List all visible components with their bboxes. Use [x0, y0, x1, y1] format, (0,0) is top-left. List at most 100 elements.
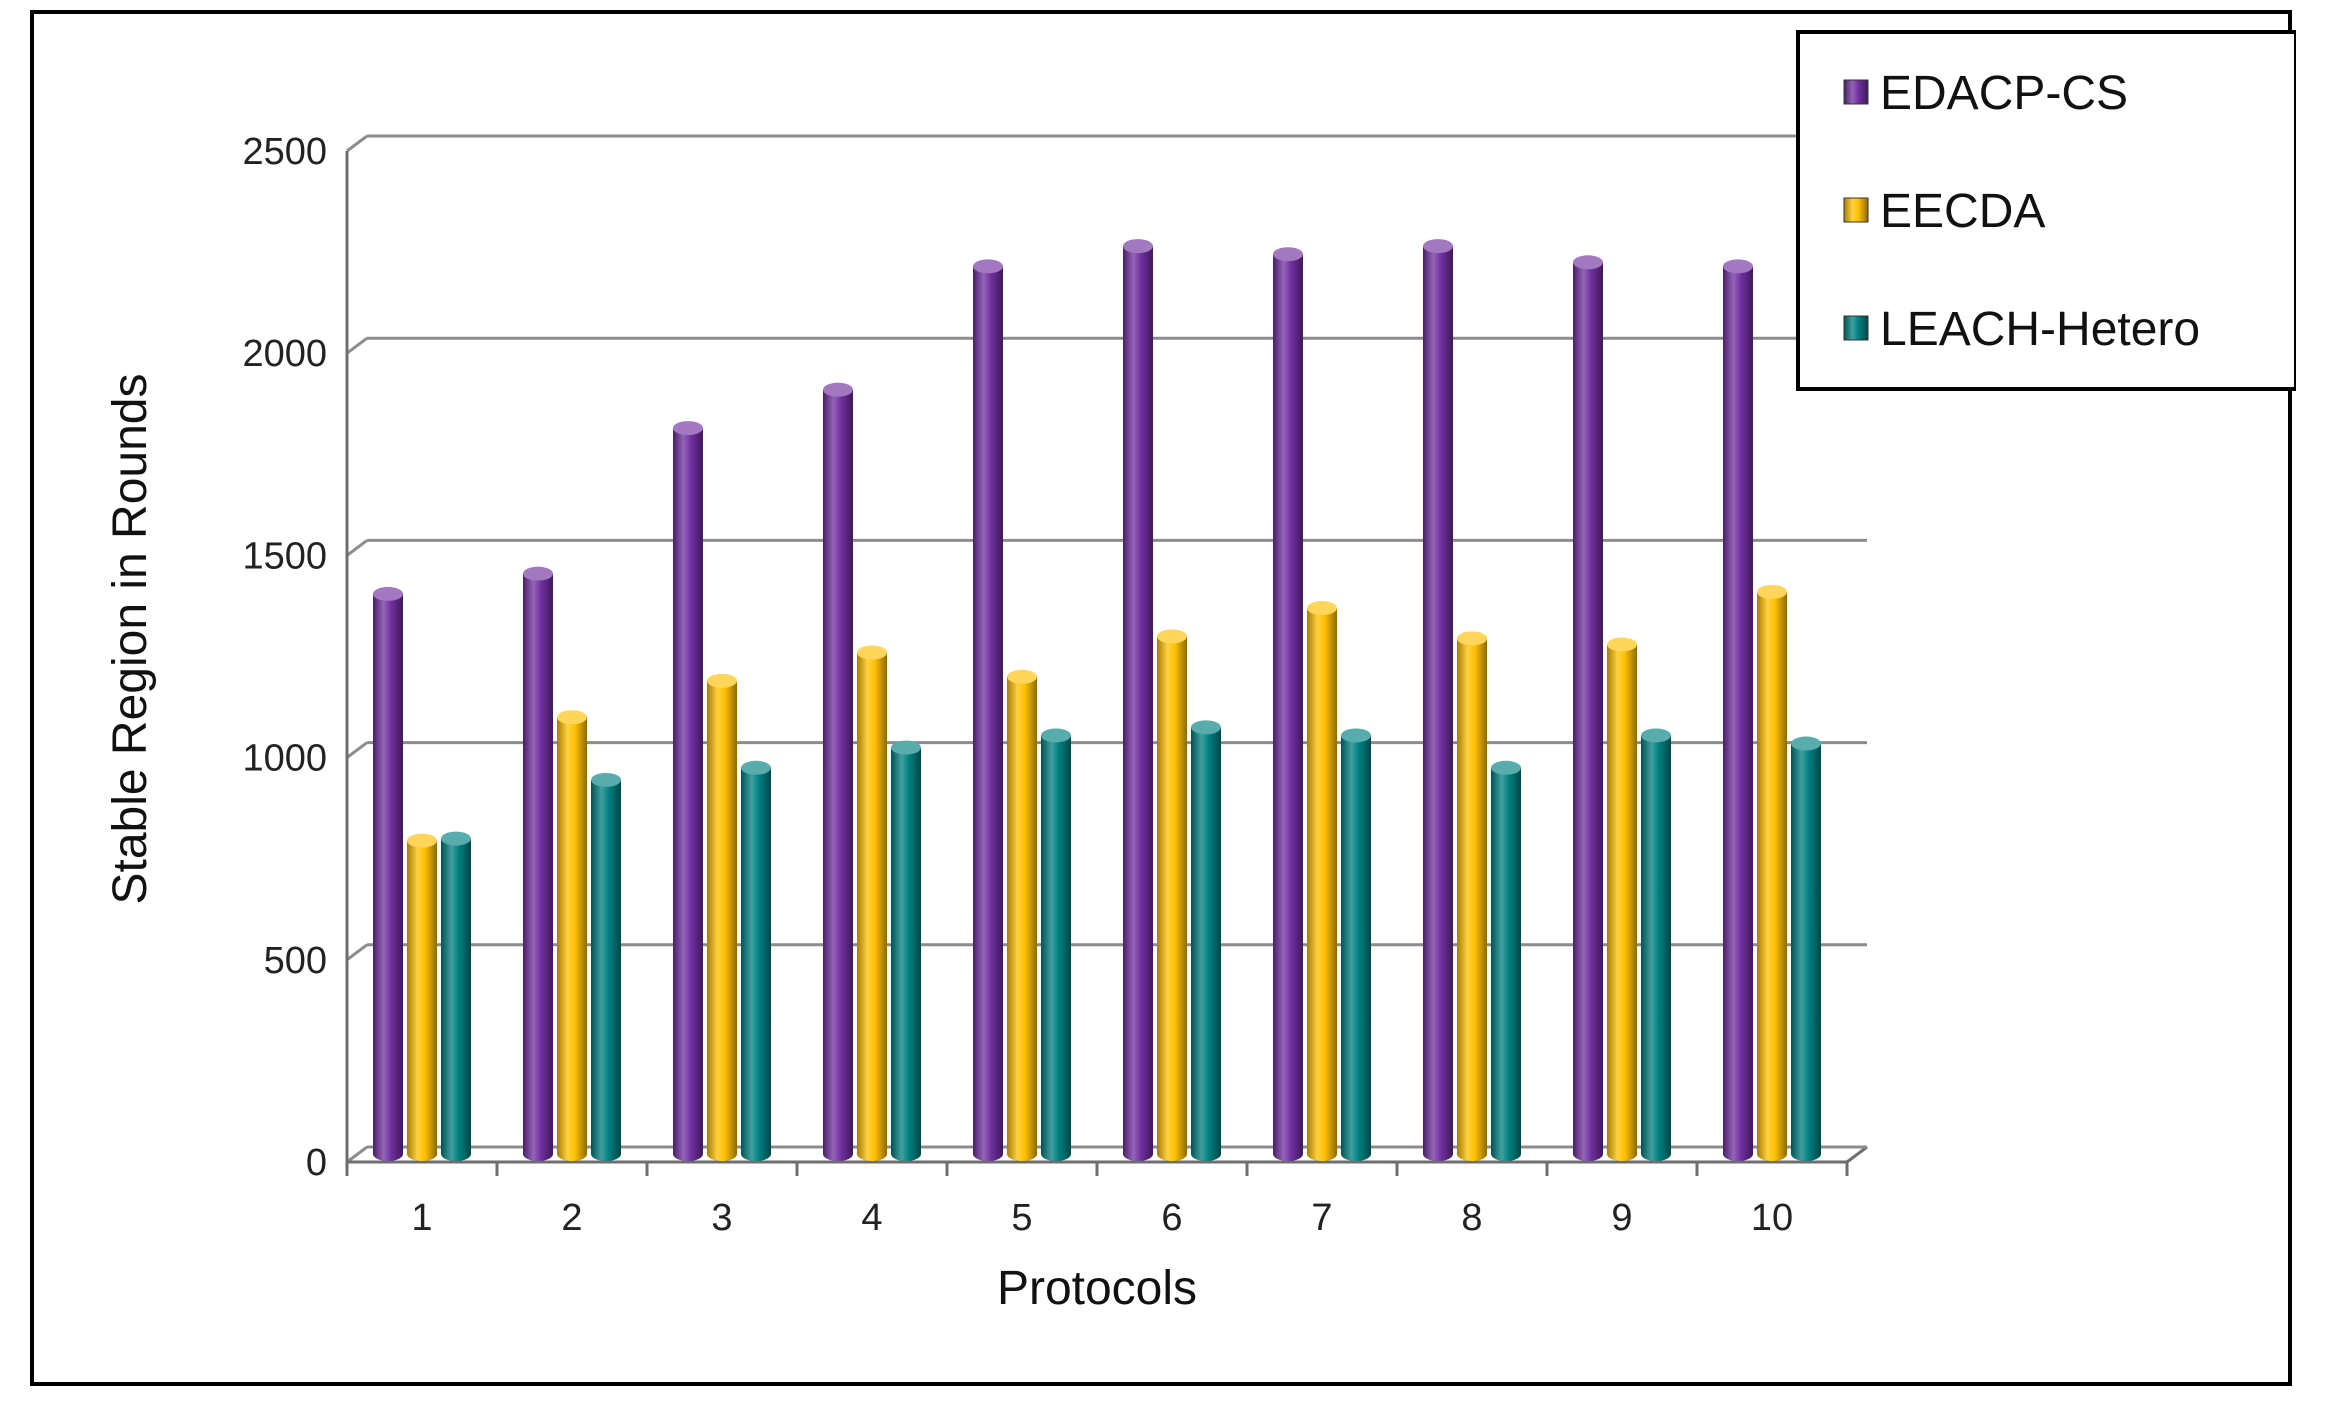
x-tick-label: 5	[1011, 1197, 1032, 1239]
bar-body	[1191, 727, 1221, 1154]
bar-body	[1607, 644, 1637, 1154]
bar-base	[441, 1147, 471, 1161]
bar-top	[591, 772, 621, 787]
bar-body	[1757, 591, 1787, 1154]
y-tick-label: 500	[264, 940, 327, 982]
bar-top	[1273, 247, 1303, 262]
gridline-side	[346, 1145, 368, 1164]
bar-top	[523, 566, 553, 581]
bar-top	[1641, 728, 1671, 743]
bar-base	[373, 1147, 403, 1161]
bar-body	[441, 838, 471, 1154]
x-tick-label: 8	[1461, 1197, 1482, 1239]
bar-EECDA-10	[1757, 584, 1787, 1161]
bar-top	[407, 833, 437, 848]
bar-body	[673, 428, 703, 1154]
y-tick-label: 2000	[242, 333, 327, 375]
bar-EDACP-CS-4	[823, 382, 853, 1161]
bar-LEACH-Hetero-3	[741, 760, 771, 1161]
bar-EDACP-CS-8	[1423, 239, 1453, 1161]
bar-body	[973, 266, 1003, 1154]
bar-base	[1307, 1147, 1337, 1161]
bar-body	[1341, 735, 1371, 1154]
y-tick-label: 0	[306, 1142, 327, 1184]
x-tick-label: 6	[1161, 1197, 1182, 1239]
x-tick-label: 9	[1611, 1197, 1632, 1239]
bar-base	[1157, 1147, 1187, 1161]
bar-base	[1757, 1147, 1787, 1161]
y-tick-label: 1500	[242, 535, 327, 577]
x-tick-label: 4	[861, 1197, 882, 1239]
bar-top	[673, 421, 703, 436]
bar-body	[1641, 735, 1671, 1154]
bar-body	[1573, 262, 1603, 1155]
bar-EECDA-9	[1607, 637, 1637, 1161]
bar-base	[1457, 1147, 1487, 1161]
gridline-side	[346, 539, 368, 557]
legend-label: EDACP-CS	[1880, 67, 2128, 120]
bar-EDACP-CS-1	[373, 586, 403, 1161]
bar-base	[1573, 1147, 1603, 1161]
bar-base	[741, 1147, 771, 1161]
bar-EDACP-CS-7	[1273, 247, 1303, 1161]
x-axis-title: Protocols	[997, 1262, 1197, 1315]
bar-EDACP-CS-10	[1723, 259, 1753, 1161]
bar-base	[707, 1147, 737, 1161]
bar-top	[823, 382, 853, 397]
bar-top	[1423, 239, 1453, 254]
bar-body	[1123, 246, 1153, 1154]
bar-body	[523, 573, 553, 1154]
bar-top	[741, 760, 771, 775]
bar-top	[1041, 728, 1071, 743]
bar-base	[1273, 1147, 1303, 1161]
bar-top	[1341, 728, 1371, 743]
bar-top	[1123, 239, 1153, 254]
chart-frame: 0 500 1000 1500 2000 2500 1 2 3 4 5 6 7 8 9 10 Protocol…	[30, 10, 2296, 1386]
bar-EECDA-2	[557, 710, 587, 1161]
y-tick-label: 1000	[242, 738, 327, 780]
bars	[373, 239, 1821, 1161]
bar-top	[557, 710, 587, 725]
bar-base	[1491, 1147, 1521, 1161]
bar-base	[1041, 1147, 1071, 1161]
bar-body	[591, 779, 621, 1154]
bar-body	[823, 389, 853, 1155]
y-tick-label: 2500	[242, 131, 327, 173]
bar-top	[973, 259, 1003, 274]
bar-base	[1423, 1147, 1453, 1161]
bar-top	[1007, 669, 1037, 684]
x-tick-label: 7	[1311, 1197, 1332, 1239]
bar-base	[1723, 1147, 1753, 1161]
bar-top	[1791, 736, 1821, 751]
legend-item: LEACH-Hetero	[1843, 303, 2200, 356]
bar-base	[407, 1147, 437, 1161]
legend: EDACP-CS EECDA LEACH-Hetero	[1796, 30, 2296, 391]
gridline-side	[346, 943, 368, 961]
bar-body	[557, 717, 587, 1154]
bar-body	[373, 593, 403, 1154]
bar-top	[707, 673, 737, 688]
x-tick-label: 2	[561, 1197, 582, 1239]
x-tick-label: 1	[411, 1197, 432, 1239]
bar-LEACH-Hetero-6	[1191, 720, 1221, 1161]
x-axis-edge	[1846, 1145, 1868, 1164]
bar-LEACH-Hetero-2	[591, 772, 621, 1161]
bar-EECDA-3	[707, 673, 737, 1161]
bar-LEACH-Hetero-4	[891, 740, 921, 1161]
legend-swatch	[1843, 79, 1869, 105]
bar-base	[1791, 1147, 1821, 1161]
legend-item: EECDA	[1843, 185, 2045, 238]
y-axis-title: Stable Region in Rounds	[104, 373, 157, 904]
bar-EECDA-8	[1457, 631, 1487, 1161]
bar-base	[823, 1147, 853, 1161]
bar-top	[1457, 631, 1487, 646]
legend-label: LEACH-Hetero	[1880, 303, 2200, 356]
bar-LEACH-Hetero-9	[1641, 728, 1671, 1161]
bar-body	[1273, 254, 1303, 1154]
bar-base	[1191, 1147, 1221, 1161]
bar-body	[1041, 735, 1071, 1154]
bar-base	[1341, 1147, 1371, 1161]
bar-base	[973, 1147, 1003, 1161]
bar-top	[1491, 760, 1521, 775]
bar-EECDA-7	[1307, 601, 1337, 1161]
